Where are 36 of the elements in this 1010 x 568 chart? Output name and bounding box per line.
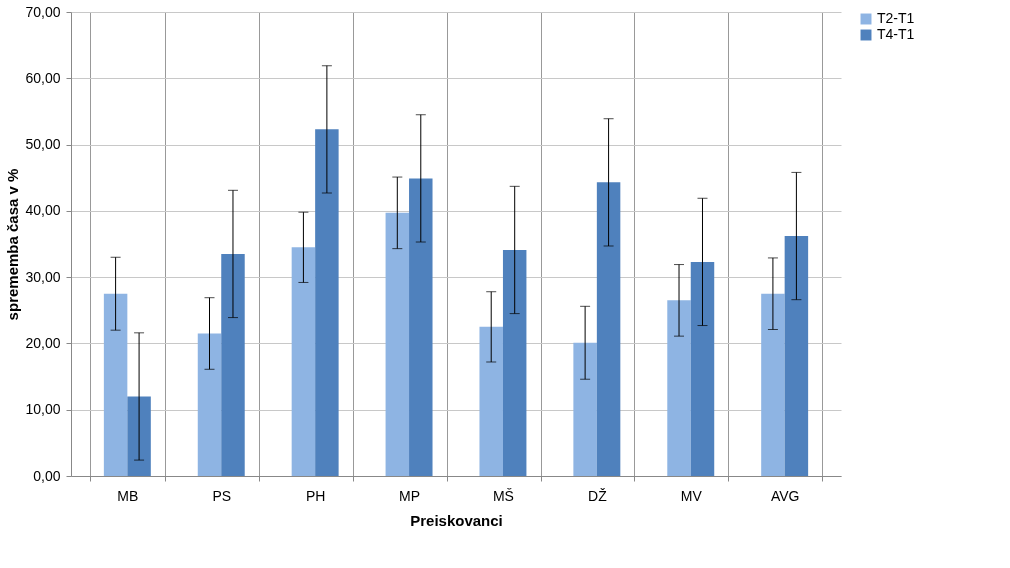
x-tick-label: MP <box>399 487 421 504</box>
bar <box>291 247 316 476</box>
x-axis-title: Preiskovanci <box>410 511 503 529</box>
x-tick-label: MB <box>117 487 139 504</box>
y-tick-label: 60,00 <box>25 69 61 86</box>
y-tick-label: 40,00 <box>25 202 61 219</box>
bar <box>596 182 621 476</box>
bar <box>667 300 691 476</box>
bar <box>385 212 410 476</box>
y-tick-label: 20,00 <box>25 334 61 351</box>
legend-label: T4-T1 <box>877 26 915 42</box>
bar <box>127 396 151 476</box>
x-tick-label: DŽ <box>588 487 608 504</box>
legend-label: T2-T1 <box>877 10 915 26</box>
y-axis-title: sprememba časa v % <box>4 168 22 321</box>
x-tick-label: PH <box>305 487 326 504</box>
bar <box>479 326 503 476</box>
bar <box>573 342 597 476</box>
y-tick-label: 10,00 <box>25 401 61 418</box>
bar <box>103 293 128 476</box>
y-tick-label: 0,00 <box>33 467 61 484</box>
bar <box>761 293 785 476</box>
bar <box>221 253 245 476</box>
x-tick-label: MŠ <box>492 487 514 504</box>
y-tick-label: 70,00 <box>25 3 61 20</box>
y-tick-label: 30,00 <box>25 268 61 285</box>
y-tick-label: 50,00 <box>25 136 61 153</box>
x-tick-label: AVG <box>770 487 800 504</box>
bar <box>690 261 715 476</box>
x-tick-label: PS <box>212 487 232 504</box>
bar <box>409 178 433 476</box>
x-tick-label: MV <box>680 487 703 504</box>
bar <box>315 129 339 476</box>
bar <box>784 236 809 476</box>
bar <box>197 333 222 476</box>
bar <box>502 249 527 476</box>
